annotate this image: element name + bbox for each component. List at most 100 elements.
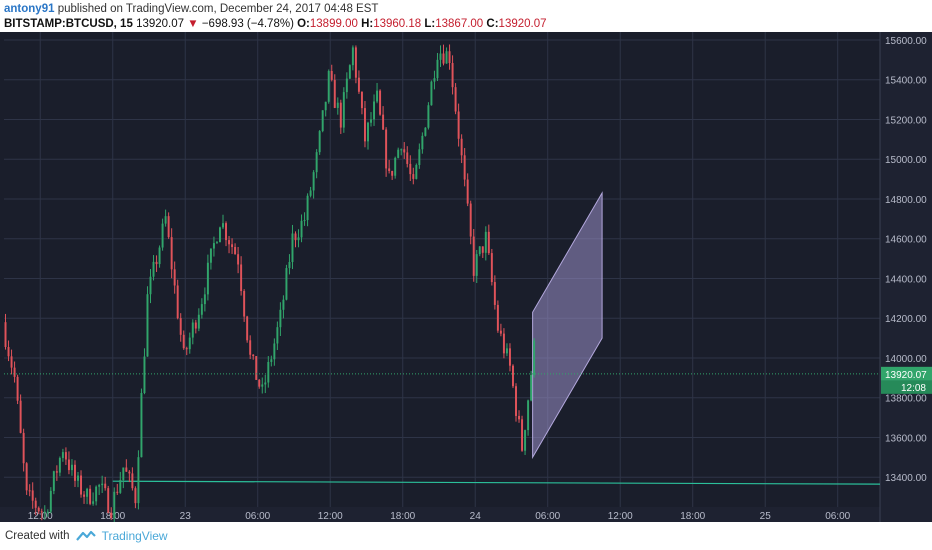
candle-down bbox=[40, 511, 43, 513]
last-price: 13920.07 bbox=[136, 18, 185, 30]
candle-down bbox=[4, 322, 7, 348]
candle-down bbox=[255, 356, 258, 380]
y-tick-label: 15200.00 bbox=[885, 115, 927, 126]
candle-down bbox=[64, 452, 67, 460]
candle-down bbox=[448, 51, 451, 64]
current-price-label: 13920.07 bbox=[885, 370, 927, 381]
candle-up bbox=[321, 110, 324, 132]
candle-down bbox=[225, 223, 228, 241]
candle-down bbox=[31, 490, 34, 501]
candle-up bbox=[430, 81, 433, 106]
candle-up bbox=[297, 237, 300, 241]
candle-up bbox=[188, 337, 191, 350]
candle-down bbox=[512, 365, 514, 387]
y-tick-label: 15000.00 bbox=[885, 155, 927, 166]
candle-up bbox=[270, 359, 273, 362]
x-tick-label: 06:00 bbox=[535, 511, 560, 522]
candle-down bbox=[379, 90, 382, 115]
candle-down bbox=[469, 203, 472, 237]
y-tick-label: 13400.00 bbox=[885, 473, 927, 484]
candle-up bbox=[143, 356, 146, 394]
candle-down bbox=[493, 282, 496, 305]
x-tick-label: 06:00 bbox=[245, 511, 270, 522]
candle-up bbox=[309, 190, 312, 196]
tradingview-brand[interactable]: TradingView bbox=[101, 529, 168, 543]
close-value: 13920.07 bbox=[498, 18, 547, 30]
x-tick-label: 06:00 bbox=[825, 511, 850, 522]
candle-up bbox=[424, 127, 427, 136]
candle-down bbox=[451, 63, 454, 88]
candle-down bbox=[518, 415, 521, 420]
candle-down bbox=[125, 467, 128, 472]
candle-up bbox=[140, 393, 143, 458]
candle-down bbox=[22, 432, 25, 464]
candle-up bbox=[400, 149, 403, 151]
candle-down bbox=[258, 379, 261, 387]
candle-down bbox=[176, 285, 179, 319]
candle-up bbox=[119, 479, 122, 493]
candle-down bbox=[460, 138, 463, 156]
candle-down bbox=[240, 264, 243, 292]
candle-down bbox=[128, 471, 131, 474]
y-tick-label: 14000.00 bbox=[885, 354, 927, 365]
y-tick-label: 15400.00 bbox=[885, 76, 927, 87]
close-label: C: bbox=[486, 18, 499, 30]
y-tick-label: 14800.00 bbox=[885, 195, 927, 206]
candle-up bbox=[209, 248, 212, 263]
candle-down bbox=[34, 500, 37, 508]
candles bbox=[4, 44, 536, 522]
candle-up bbox=[288, 262, 291, 269]
countdown-tag bbox=[881, 380, 932, 394]
candle-up bbox=[92, 501, 95, 504]
open-label: O: bbox=[297, 18, 310, 30]
candle-down bbox=[194, 322, 197, 329]
candle-down bbox=[110, 512, 113, 518]
open-value: 13899.00 bbox=[309, 18, 358, 30]
candle-up bbox=[161, 223, 164, 248]
candle-up bbox=[445, 51, 448, 64]
candle-down bbox=[357, 77, 360, 92]
candle-up bbox=[218, 227, 221, 243]
publish-info: antony91 published on TradingView.com, D… bbox=[4, 3, 378, 15]
countdown-label: 12:08 bbox=[901, 383, 926, 394]
x-tick-label: 18:00 bbox=[680, 511, 705, 522]
candle-up bbox=[149, 276, 152, 295]
candle-up bbox=[212, 243, 215, 249]
candle-up bbox=[336, 102, 339, 108]
candle-down bbox=[515, 386, 517, 416]
candle-up bbox=[427, 105, 430, 128]
author-link[interactable]: antony91 bbox=[4, 3, 55, 15]
candle-down bbox=[89, 488, 92, 504]
candle-down bbox=[55, 471, 58, 473]
x-tick-label: 24 bbox=[470, 511, 482, 522]
current-price-tag bbox=[881, 366, 932, 381]
candle-down bbox=[363, 108, 366, 142]
price-chart[interactable]: 13400.00 13600.00 13800.00 14000.00 14200.00… bbox=[0, 32, 932, 522]
candle-up bbox=[342, 92, 345, 128]
y-tick-label: 14200.00 bbox=[885, 314, 927, 325]
candle-up bbox=[273, 343, 276, 360]
ascending-channel bbox=[532, 191, 603, 460]
candle-down bbox=[496, 304, 499, 331]
candle-down bbox=[472, 236, 475, 276]
candle-up bbox=[146, 294, 149, 357]
candle-down bbox=[294, 233, 297, 241]
candle-up bbox=[49, 490, 52, 512]
candle-down bbox=[28, 490, 31, 492]
candle-up bbox=[137, 457, 140, 504]
tradingview-logo-icon bbox=[75, 530, 96, 541]
candle-down bbox=[7, 347, 10, 357]
candle-down bbox=[107, 488, 110, 513]
y-tick-label: 13600.00 bbox=[885, 433, 927, 444]
candle-up bbox=[345, 78, 348, 93]
candle-up bbox=[373, 101, 376, 120]
candle-down bbox=[167, 216, 170, 238]
candle-up bbox=[276, 327, 279, 344]
footer: Created with TradingView bbox=[5, 529, 168, 543]
candle-up bbox=[415, 165, 418, 179]
candle-up bbox=[58, 457, 61, 473]
candle-up bbox=[318, 131, 321, 153]
candle-down bbox=[134, 488, 137, 504]
candle-down bbox=[502, 333, 505, 354]
